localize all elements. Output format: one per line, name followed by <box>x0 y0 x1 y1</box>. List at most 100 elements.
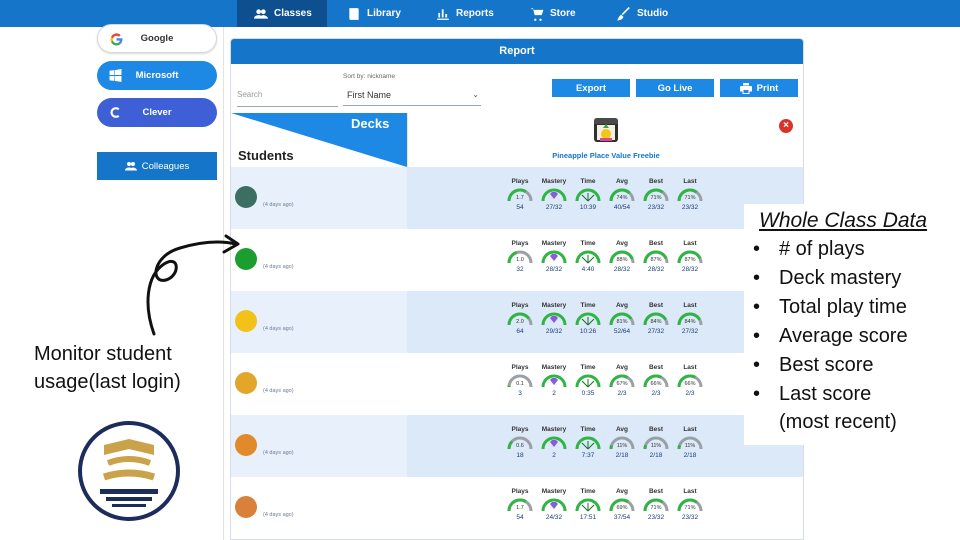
nav-studio[interactable]: Studio <box>617 0 668 27</box>
monitor-line-1: Monitor student <box>34 343 172 365</box>
search-input[interactable] <box>237 83 338 107</box>
stat-header: Mastery <box>541 488 567 495</box>
users-icon <box>254 8 268 19</box>
stat-header: Avg <box>615 302 629 309</box>
gauge-icon <box>507 498 533 512</box>
stats-cell: Plays 1.7 54 Mastery 24/32 Time 17:51 Avg 69% 37/… <box>407 477 803 539</box>
nav-classes[interactable]: Classes <box>237 0 327 27</box>
colleagues-label: Colleagues <box>141 160 190 172</box>
stat-mastery: Mastery 29/32 <box>537 302 571 335</box>
gauge-value: 87% <box>684 257 696 263</box>
google-login-button[interactable]: Google <box>97 24 217 53</box>
stat-plays: Plays 1.7 54 <box>503 488 537 521</box>
stat-header: Avg <box>615 240 629 247</box>
stat-plays: Plays 0.1 3 <box>503 364 537 397</box>
wcd-item: • Deck mastery <box>753 267 902 289</box>
gauge-icon <box>507 312 533 326</box>
gauge-value: 1.7 <box>516 195 524 201</box>
nav-label: Library <box>367 8 401 19</box>
stat-value: 10:26 <box>579 328 597 335</box>
clever-label: Clever <box>142 107 172 118</box>
monitor-callout: Monitor student usage(last login) <box>34 340 220 396</box>
gauge-icon <box>643 250 669 264</box>
close-icon[interactable]: × <box>779 119 793 133</box>
stat-value: 2/3 <box>685 390 695 397</box>
diamond-icon <box>541 498 567 512</box>
table-row[interactable]: (4 days ago) Plays 2.0 64 Mastery 29/32 Time 10… <box>231 291 803 353</box>
stat-time: Time 4:40 <box>571 240 605 273</box>
stat-header: Best <box>648 302 664 309</box>
table-row[interactable]: (4 days ago) Plays 1.7 54 Mastery 27/32 Time 10… <box>231 167 803 229</box>
gauge-value: 71% <box>650 195 662 201</box>
stat-last: Last 66% 2/3 <box>673 364 707 397</box>
stat-header: Best <box>648 488 664 495</box>
nav-label: Reports <box>456 8 494 19</box>
stat-value: 17:51 <box>579 514 597 521</box>
gauge-value: 2.0 <box>516 319 524 325</box>
last-login: (4 days ago) <box>263 264 294 270</box>
microsoft-login-button[interactable]: Microsoft <box>97 61 217 90</box>
student-cell: (4 days ago) <box>231 415 407 477</box>
clever-login-button[interactable]: Clever <box>97 98 217 127</box>
sort-select[interactable]: First Name ⌄ <box>343 84 481 106</box>
gauge-value: 74% <box>616 195 628 201</box>
colleagues-button[interactable]: Colleagues <box>97 152 217 180</box>
stat-header: Time <box>580 178 596 185</box>
pineapple-icon <box>594 118 618 141</box>
stat-best: Best 66% 2/3 <box>639 364 673 397</box>
nav-store[interactable]: Store <box>530 0 576 27</box>
wcd-item: • Average score <box>753 325 908 347</box>
stat-value: 27/32 <box>681 328 699 335</box>
go-live-label: Go Live <box>657 82 693 94</box>
go-live-button[interactable]: Go Live <box>636 79 714 97</box>
gauge-value: 0.1 <box>516 381 524 387</box>
stat-value: 54 <box>516 514 524 521</box>
sort-value: First Name <box>347 90 392 100</box>
stat-time: Time 0:35 <box>571 364 605 397</box>
stat-value: 64 <box>516 328 524 335</box>
table-row[interactable]: (4 days ago) Plays 1.0 32 Mastery 28/32 Time 4:… <box>231 229 803 291</box>
stat-avg: Avg 74% 40/54 <box>605 178 639 211</box>
report-panel: Report Sort by: nickname First Name ⌄ Ex… <box>230 38 804 540</box>
stats-cell: Plays 0.1 3 Mastery 2 Time 0:35 Avg 67% 2/3 Best 66… <box>407 353 803 415</box>
gauge-value: 1.7 <box>516 505 524 511</box>
clock-gauge-icon <box>575 250 601 264</box>
nav-library[interactable]: Library <box>347 0 401 27</box>
deck-name[interactable]: Pineapple Place Value Freebie <box>552 151 660 160</box>
gauge-value: 71% <box>684 195 696 201</box>
deck-column-header: Pineapple Place Value Freebie <box>407 113 803 167</box>
microsoft-label: Microsoft <box>135 70 179 81</box>
stat-value: 0:35 <box>581 390 595 397</box>
wcd-item-text: Average score <box>779 325 908 347</box>
stat-header: Last <box>683 178 697 185</box>
export-label: Export <box>575 82 607 94</box>
last-login: (4 days ago) <box>263 512 294 518</box>
monitor-line-2: usage(last login) <box>34 371 181 393</box>
gauge-icon <box>609 312 635 326</box>
decks-header: Decks <box>351 116 390 131</box>
gauge-icon <box>677 498 703 512</box>
deck-thumbnail[interactable] <box>594 118 618 142</box>
stat-mastery: Mastery 2 <box>537 426 571 459</box>
stat-header: Best <box>648 240 664 247</box>
stat-header: Time <box>580 302 596 309</box>
print-label: Print <box>756 82 779 94</box>
export-button[interactable]: Export <box>552 79 630 97</box>
table-row[interactable]: (4 days ago) Plays 0.6 18 Mastery 2 Time 7:37 Av… <box>231 415 803 477</box>
whole-class-data-box <box>744 204 944 445</box>
stat-last: Last 71% 23/32 <box>673 178 707 211</box>
student-cell: (4 days ago) <box>231 229 407 291</box>
stat-value: 7:37 <box>581 452 595 459</box>
gauge-icon <box>609 498 635 512</box>
gauge-icon <box>507 188 533 202</box>
diamond-icon <box>541 312 567 326</box>
nav-reports[interactable]: Reports <box>436 0 494 27</box>
stat-value: 23/32 <box>681 204 699 211</box>
table-row[interactable]: (4 days ago) Plays 0.1 3 Mastery 2 Time 0:35 Avg… <box>231 353 803 415</box>
book-icon <box>349 7 359 20</box>
print-button[interactable]: Print <box>720 79 798 97</box>
table-row[interactable]: (4 days ago) Plays 1.7 54 Mastery 24/32 Time 17… <box>231 477 803 539</box>
gauge-value: 71% <box>684 505 696 511</box>
stat-value: 28/32 <box>545 266 563 273</box>
stat-mastery: Mastery 27/32 <box>537 178 571 211</box>
